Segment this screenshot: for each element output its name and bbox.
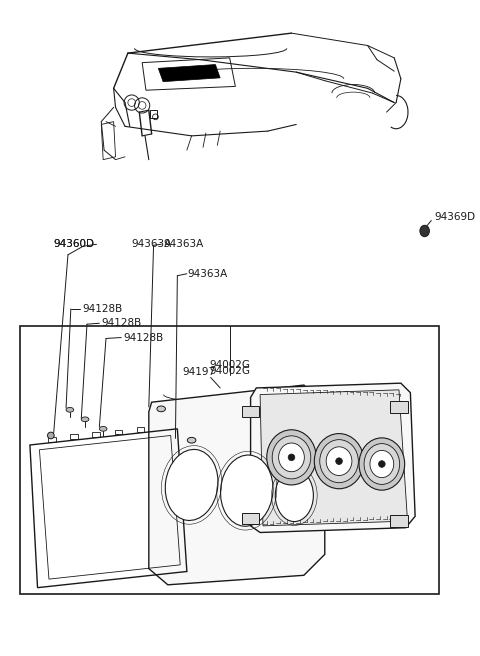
Text: 94128B: 94128B <box>123 333 163 342</box>
Circle shape <box>336 458 342 464</box>
Ellipse shape <box>359 438 405 490</box>
Ellipse shape <box>314 434 364 489</box>
Text: 94360D: 94360D <box>54 239 95 249</box>
Circle shape <box>48 432 54 439</box>
Ellipse shape <box>165 449 218 520</box>
Circle shape <box>379 461 385 467</box>
Text: 94363A: 94363A <box>163 239 204 249</box>
Polygon shape <box>251 383 415 533</box>
Text: 94360D: 94360D <box>54 239 95 249</box>
FancyBboxPatch shape <box>390 516 408 527</box>
Polygon shape <box>158 64 220 81</box>
Ellipse shape <box>81 417 89 422</box>
FancyBboxPatch shape <box>21 326 439 594</box>
Ellipse shape <box>187 438 196 443</box>
FancyBboxPatch shape <box>390 401 408 413</box>
Text: 94363A: 94363A <box>188 269 228 279</box>
Ellipse shape <box>326 447 352 476</box>
Text: 94002G: 94002G <box>209 360 250 370</box>
FancyBboxPatch shape <box>242 406 259 417</box>
Ellipse shape <box>267 430 316 485</box>
Text: 94002G: 94002G <box>209 365 250 375</box>
Text: 94128B: 94128B <box>101 318 142 328</box>
Text: 94197: 94197 <box>183 367 216 377</box>
Ellipse shape <box>220 455 273 526</box>
Circle shape <box>288 454 295 461</box>
Text: 94363A: 94363A <box>132 239 172 249</box>
Ellipse shape <box>157 406 166 412</box>
Ellipse shape <box>278 443 304 472</box>
Text: 94128B: 94128B <box>82 304 122 314</box>
Text: 94369D: 94369D <box>434 212 475 222</box>
Ellipse shape <box>99 426 107 431</box>
FancyBboxPatch shape <box>242 512 259 524</box>
Ellipse shape <box>66 407 73 412</box>
Ellipse shape <box>364 443 400 484</box>
Ellipse shape <box>370 451 394 478</box>
Ellipse shape <box>320 440 359 483</box>
Ellipse shape <box>276 469 313 522</box>
Ellipse shape <box>420 225 430 237</box>
Ellipse shape <box>272 436 311 479</box>
Polygon shape <box>260 390 408 526</box>
Polygon shape <box>149 385 325 584</box>
